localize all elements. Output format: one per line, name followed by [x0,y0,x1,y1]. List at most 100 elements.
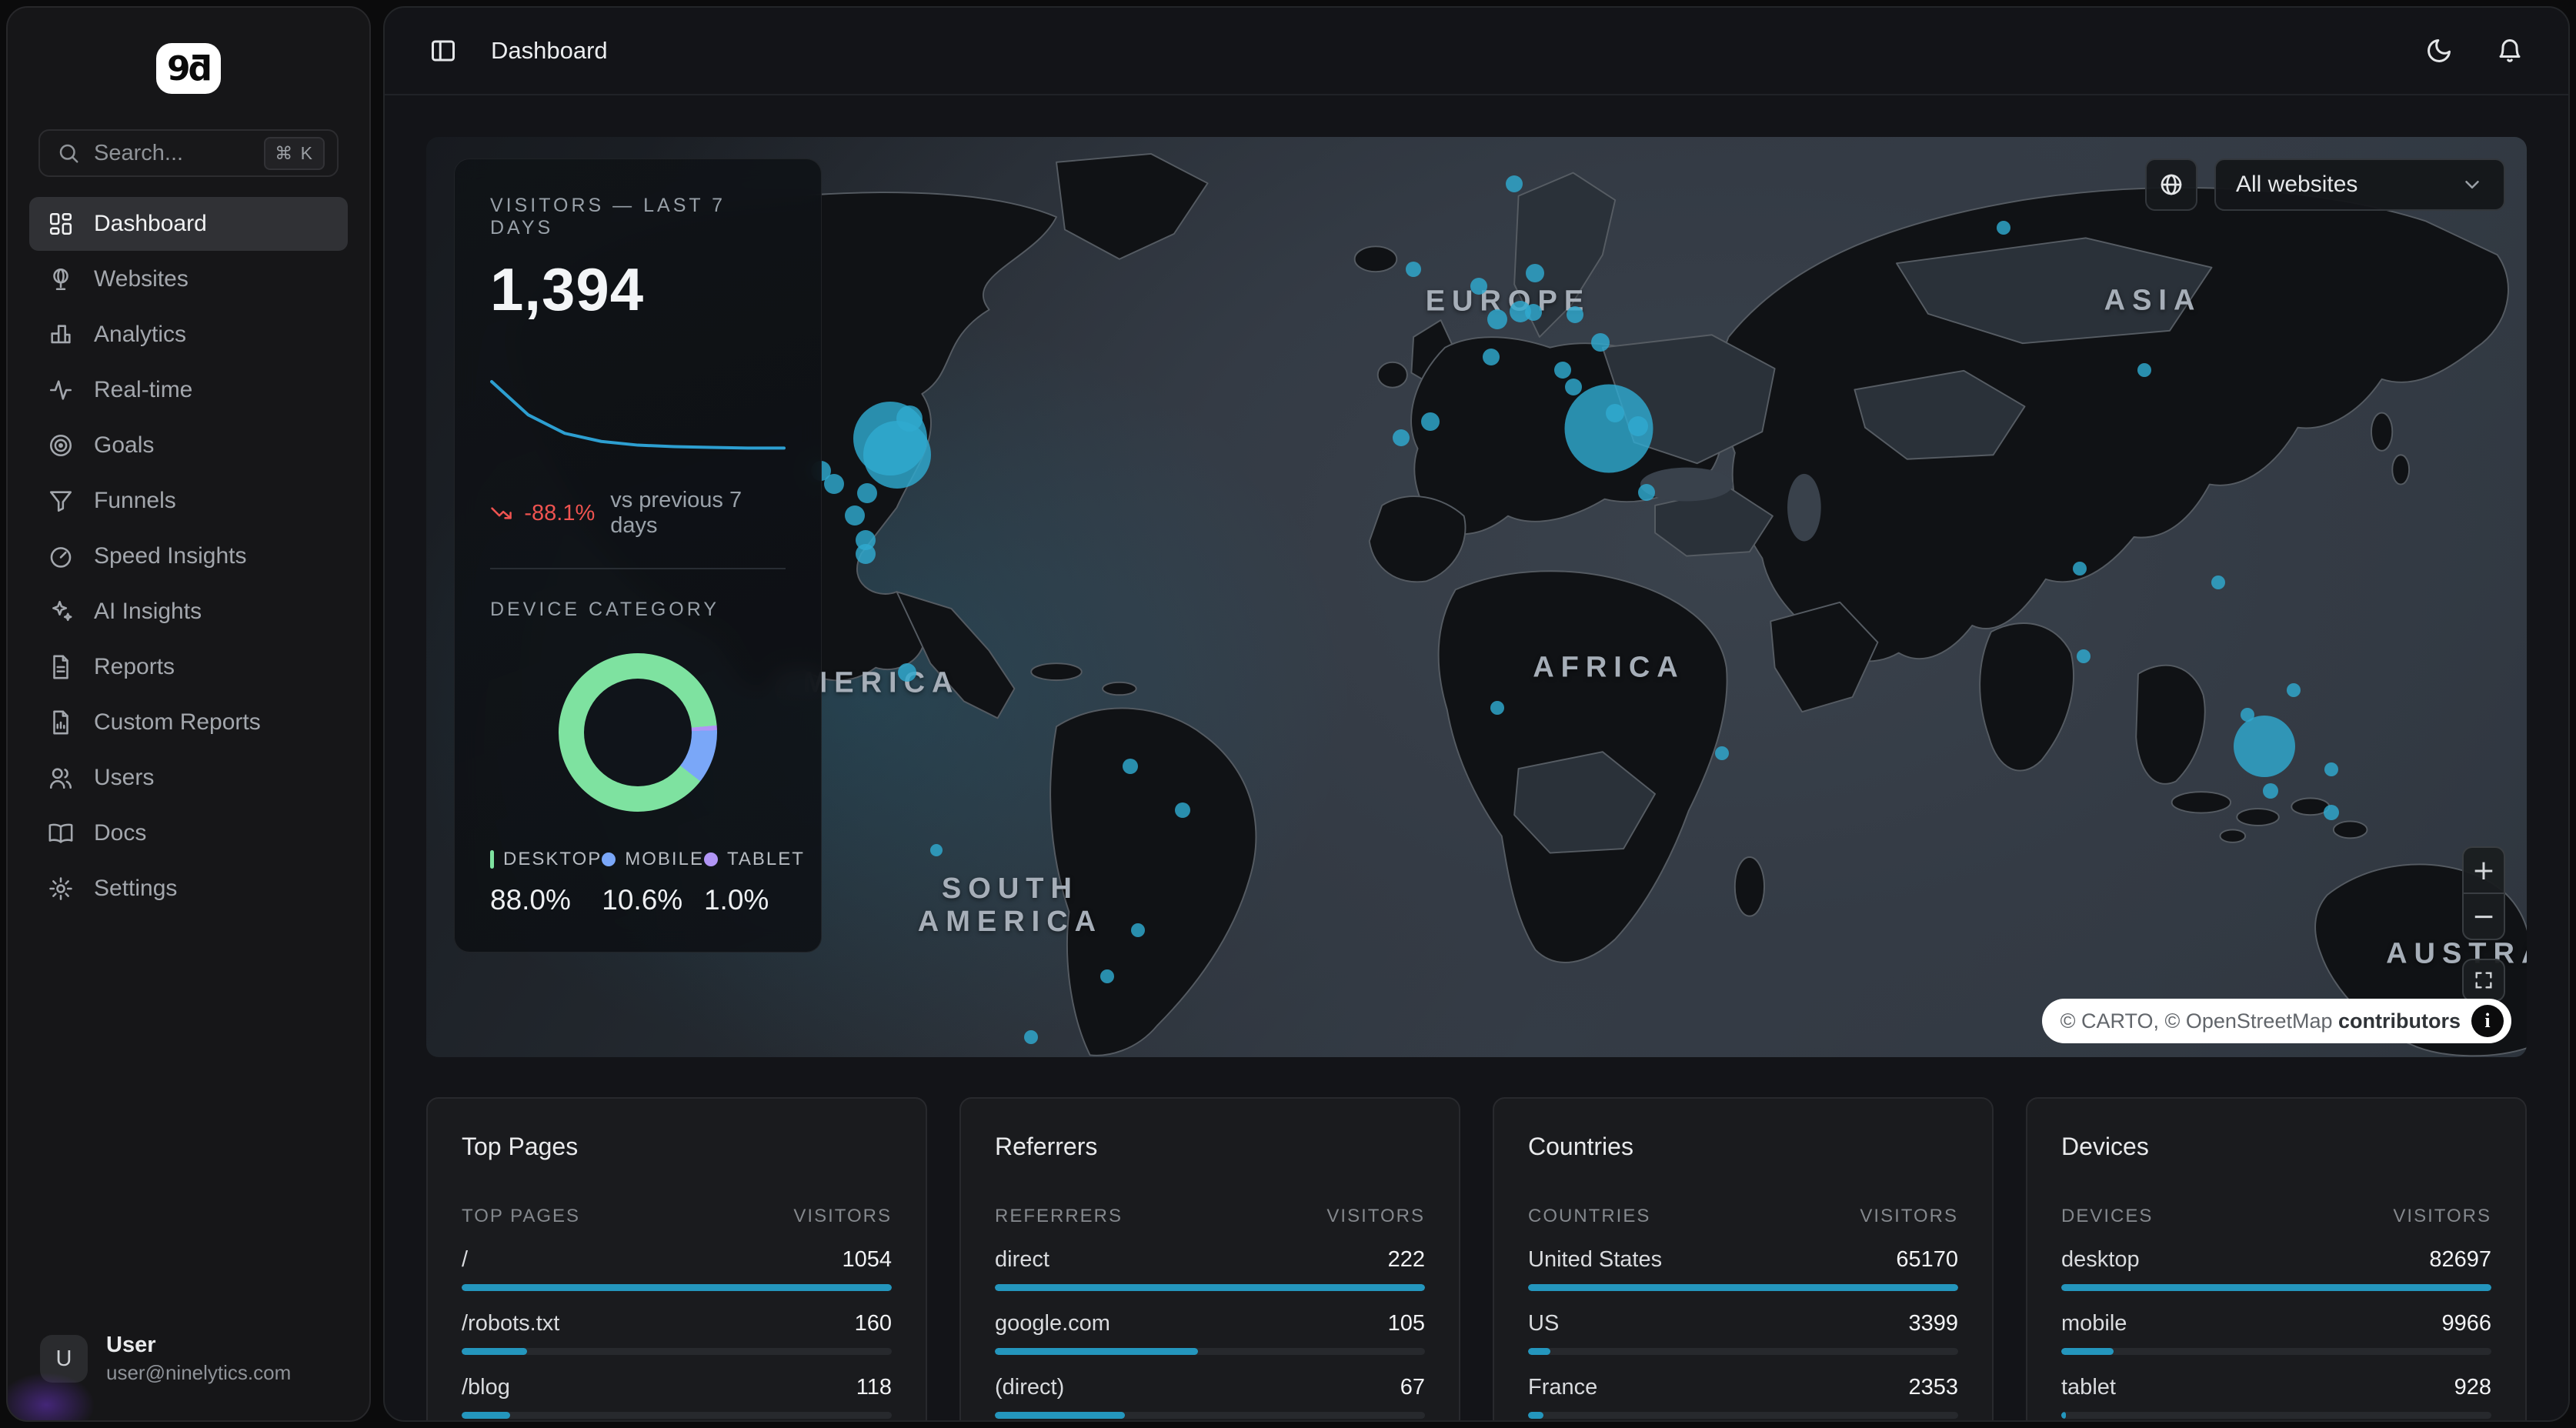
sidebar-item-analytics[interactable]: Analytics [29,308,348,362]
sidebar-item-docs[interactable]: Docs [29,806,348,860]
notifications-button[interactable] [2496,37,2524,65]
visitor-location-dot [1487,309,1508,329]
visitor-location-dot [1553,361,1571,379]
stats-card-devices: Devices DEVICES VISITORS desktop 82697 m… [2026,1097,2527,1420]
visitors-count: 1,394 [490,255,645,323]
row-bar-track [2061,1412,2491,1419]
attribution-text: © CARTO, © OpenStreetMap contributors [2060,1009,2461,1033]
sidebar-item-websites[interactable]: Websites [29,252,348,306]
gear-icon [49,877,72,900]
stats-card-countries: Countries COUNTRIES VISITORS United Stat… [1493,1097,1994,1420]
table-row: France 2353 [1528,1373,1958,1419]
row-label: direct [995,1246,1049,1272]
sidebar-item-real-time[interactable]: Real-time [29,363,348,417]
table-row: direct 222 [995,1246,1425,1291]
visitor-location-dot [2262,783,2278,799]
sidebar-item-settings[interactable]: Settings [29,862,348,916]
visitor-location-dot [1524,304,1542,322]
column-label: COUNTRIES [1528,1206,1651,1226]
funnel-icon [49,491,72,512]
legend-value: 88.0% [490,884,571,916]
ninelytics-logo[interactable]: 9ƌ [156,43,221,94]
visitors-card-title: VISITORS — LAST 7 DAYS [490,195,726,239]
row-label: desktop [2061,1246,2140,1272]
table-row: (direct) 67 [995,1373,1425,1419]
table-row: desktop 82697 [2061,1246,2491,1291]
visitor-location-dot [2286,682,2301,697]
info-icon[interactable]: i [2471,1005,2504,1037]
sidebar-item-label: Docs [94,820,147,846]
zoom-out-button[interactable]: − [2464,894,2504,939]
logo-wrap: 9ƌ [8,8,369,102]
bar-chart-icon [51,325,71,344]
visitor-location-dot [1628,415,1649,436]
visitor-location-dot [1490,700,1505,715]
sidebar-item-label: Real-time [94,377,193,402]
row-bar-fill [995,1284,1425,1291]
sidebar-item-label: Custom Reports [94,709,261,735]
row-value: 118 [856,1374,892,1400]
file-chart-icon [53,710,68,735]
card-title: Devices [2061,1133,2149,1160]
map-locale-button[interactable] [2145,158,2197,211]
theme-toggle-button[interactable] [2425,37,2453,65]
table-row: / 1054 [462,1246,892,1291]
panel-left-icon [432,40,455,62]
map-zoom-controls: + − [2462,846,2505,940]
table-header: TOP PAGES VISITORS [462,1206,892,1227]
row-bar-fill [2061,1284,2491,1291]
website-filter-select[interactable]: All websites [2214,158,2505,211]
world-map[interactable]: EUROPE ASIA AFRICA AMERICA SOUTH AMERICA AUST… [426,137,2527,1057]
search-input[interactable]: Search... ⌘ K [38,129,339,177]
row-bar-fill [2061,1412,2067,1419]
row-bar-track [2061,1348,2491,1355]
sidebar-item-reports[interactable]: Reports [29,640,348,694]
row-value: 222 [1387,1246,1425,1272]
sidebar-item-label: Dashboard [94,211,207,236]
globe-stand-icon [53,268,68,291]
stats-card-top-pages: Top Pages TOP PAGES VISITORS / 1054 /rob… [426,1097,927,1420]
column-value: VISITORS [1860,1206,1958,1226]
moon-icon [2428,39,2451,62]
sidebar-item-funnels[interactable]: Funnels [29,474,348,528]
dashboard-grid-icon [49,212,72,235]
visitor-location-dot [855,543,876,564]
row-bar-track [1528,1284,1958,1291]
table-row: US 3399 [1528,1310,1958,1355]
user-card[interactable]: U User user@ninelytics.com [25,1317,352,1400]
legend-label: TABLET [726,849,805,869]
row-bar-track [1528,1412,1958,1419]
row-value: 65170 [1896,1246,1958,1272]
legend-marker [602,852,616,866]
row-bar-track [995,1412,1425,1419]
fullscreen-button[interactable] [2462,959,2505,1002]
row-label: /blog [462,1374,510,1400]
sidebar-item-label: AI Insights [94,599,202,624]
map-attribution[interactable]: © CARTO, © OpenStreetMap contributors i [2041,999,2511,1043]
row-label: US [1528,1310,1560,1336]
visitor-location-dot [1392,429,1410,447]
visitor-location-dot [2072,561,2087,576]
visitor-location-dot [1638,483,1656,501]
row-bar-fill [1528,1348,1551,1355]
row-value: 67 [1400,1374,1425,1400]
sidebar-item-speed-insights[interactable]: Speed Insights [29,529,348,583]
legend-value: 10.6% [602,884,683,916]
divider [490,568,786,569]
sidebar-item-goals[interactable]: Goals [29,419,348,472]
fullscreen-icon [2475,972,2492,989]
sidebar-item-ai-insights[interactable]: AI Insights [29,585,348,639]
change-caption: vs previous 7 days [610,488,742,538]
sidebar-item-custom-reports[interactable]: Custom Reports [29,696,348,749]
visitor-location-dot [1606,403,1625,422]
sidebar-item-users[interactable]: Users [29,751,348,805]
zoom-in-button[interactable]: + [2464,848,2504,892]
column-value: VISITORS [1326,1206,1425,1226]
sidebar-item-dashboard[interactable]: Dashboard [29,197,348,251]
visitor-location-dot [1470,277,1487,295]
visitor-location-dot [1997,221,2011,235]
globe-icon [2161,174,2182,195]
sidebar-item-label: Analytics [94,322,187,347]
row-value: 82697 [2429,1246,2491,1272]
sidebar-toggle-button[interactable] [429,37,457,65]
